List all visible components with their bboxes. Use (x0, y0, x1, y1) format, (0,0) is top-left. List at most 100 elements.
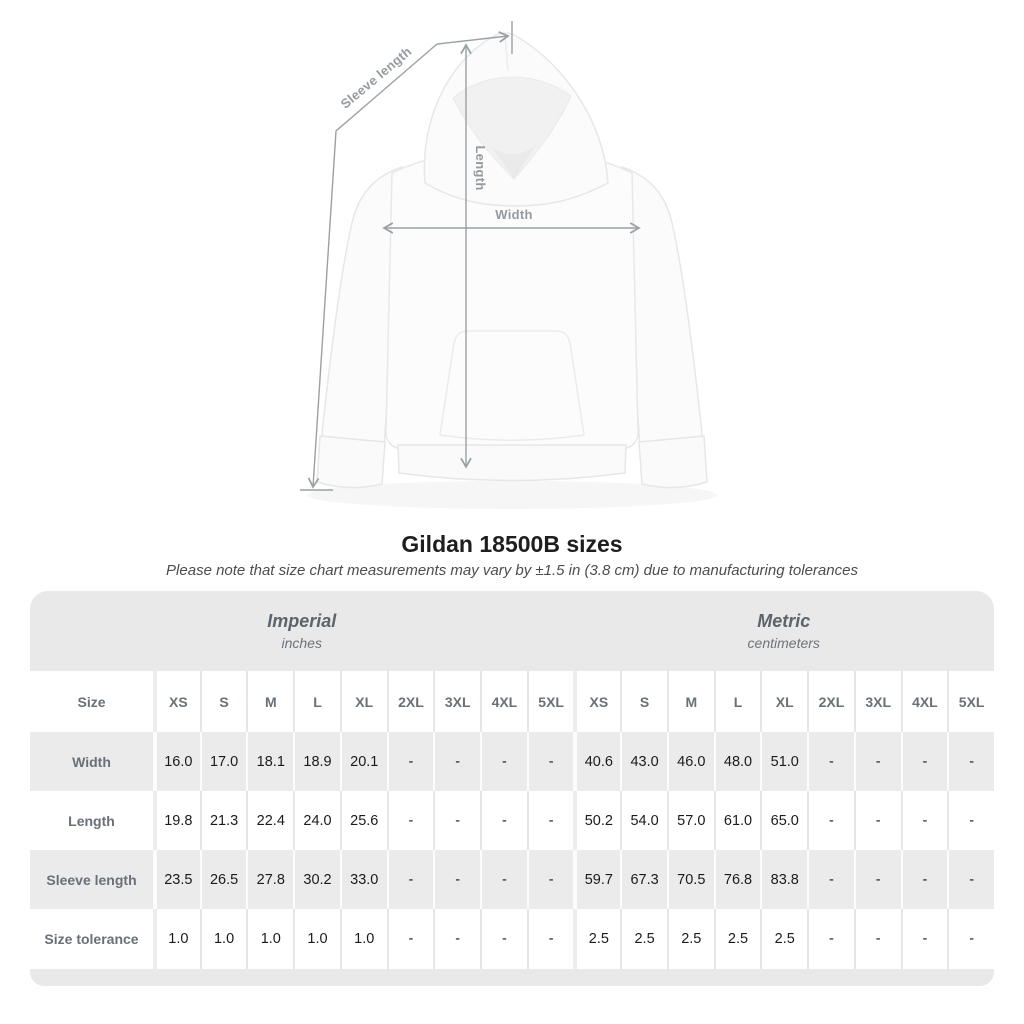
hoodie-right-cuff (638, 435, 708, 489)
table-footer-band (30, 969, 994, 986)
sleeve-length-label: Sleeve length (338, 44, 415, 112)
value-imperial-l: 1.0 (293, 909, 340, 969)
sleeve-length-arrow (307, 31, 510, 489)
size-header-imperial-4xl: 4XL (480, 671, 527, 732)
value-imperial-s: 1.0 (199, 909, 247, 969)
value-imperial-2xl: - (386, 791, 434, 850)
size-header-imperial-2xl: 2XL (386, 671, 434, 732)
value-imperial-3xl: - (433, 791, 481, 850)
value-imperial-2xl: - (386, 909, 434, 969)
value-metric-xs: 59.7 (573, 850, 621, 909)
value-metric-m: 2.5 (666, 909, 714, 969)
value-metric-4xl: - (900, 909, 948, 969)
hoodie-hem-band (397, 444, 627, 482)
hoodie-left-cuff (316, 435, 386, 489)
size-header-imperial-m: M (246, 671, 294, 732)
value-metric-s: 2.5 (620, 909, 667, 969)
value-metric-4xl: - (900, 791, 948, 850)
size-header-imperial-3xl: 3XL (433, 671, 481, 732)
value-metric-3xl: - (853, 791, 901, 850)
metric-group-title: Metric (757, 611, 811, 631)
value-metric-2xl: - (807, 909, 854, 969)
value-imperial-2xl: - (386, 732, 434, 791)
size-header-metric-xl: XL (760, 671, 808, 732)
value-metric-xs: 40.6 (573, 732, 621, 791)
value-imperial-m: 1.0 (246, 909, 294, 969)
value-metric-3xl: - (853, 909, 901, 969)
value-imperial-4xl: - (480, 850, 527, 909)
value-metric-l: 2.5 (713, 909, 761, 969)
page-title: Gildan 18500B sizes (401, 531, 623, 557)
size-header-metric-l: L (713, 671, 761, 732)
size-header-metric-2xl: 2XL (807, 671, 854, 732)
size-header-metric-m: M (666, 671, 714, 732)
value-metric-xs: 50.2 (573, 791, 621, 850)
value-metric-m: 57.0 (666, 791, 714, 850)
size-header-metric-s: S (620, 671, 667, 732)
value-metric-l: 76.8 (713, 850, 761, 909)
size-header-metric-3xl: 3XL (853, 671, 901, 732)
metric-group-sublabel: centimeters (747, 635, 820, 651)
value-imperial-xl: 25.6 (339, 791, 387, 850)
value-imperial-5xl: - (526, 850, 574, 909)
value-metric-xs: 2.5 (573, 909, 621, 969)
width-label: Width (495, 207, 532, 222)
value-metric-xl: 51.0 (760, 732, 808, 791)
value-imperial-5xl: - (526, 909, 574, 969)
value-imperial-l: 18.9 (293, 732, 340, 791)
value-imperial-xl: 33.0 (339, 850, 387, 909)
value-metric-l: 48.0 (713, 732, 761, 791)
size-header-imperial-l: L (293, 671, 340, 732)
tolerance-note: Please note that size chart measurements… (166, 562, 858, 579)
metric-group-header: Metric centimeters (573, 591, 994, 671)
value-imperial-2xl: - (386, 850, 434, 909)
value-imperial-4xl: - (480, 909, 527, 969)
value-metric-5xl: - (947, 850, 994, 909)
imperial-group-header: Imperial inches (30, 591, 574, 671)
value-metric-xl: 2.5 (760, 909, 808, 969)
value-metric-2xl: - (807, 791, 854, 850)
row-label-sleeve-length: Sleeve length (30, 850, 153, 909)
value-metric-5xl: - (947, 732, 994, 791)
value-metric-m: 70.5 (666, 850, 714, 909)
value-metric-2xl: - (807, 732, 854, 791)
value-metric-xl: 83.8 (760, 850, 808, 909)
hoodie-illustration: Sleeve length Length Width (272, 5, 752, 520)
value-imperial-m: 27.8 (246, 850, 294, 909)
length-label: Length (473, 145, 488, 190)
value-metric-2xl: - (807, 850, 854, 909)
value-imperial-5xl: - (526, 732, 574, 791)
value-metric-4xl: - (900, 732, 948, 791)
size-column-header: Size (30, 671, 153, 732)
value-imperial-xs: 19.8 (153, 791, 200, 850)
hoodie-pocket (439, 330, 585, 441)
value-imperial-3xl: - (433, 909, 481, 969)
value-imperial-m: 22.4 (246, 791, 294, 850)
value-metric-s: 43.0 (620, 732, 667, 791)
imperial-group-title: Imperial (267, 611, 337, 631)
value-imperial-s: 17.0 (199, 732, 247, 791)
value-metric-3xl: - (853, 850, 901, 909)
value-imperial-4xl: - (480, 791, 527, 850)
value-metric-5xl: - (947, 909, 994, 969)
value-imperial-xs: 23.5 (153, 850, 200, 909)
value-imperial-s: 26.5 (199, 850, 247, 909)
value-imperial-4xl: - (480, 732, 527, 791)
row-label-width: Width (30, 732, 153, 791)
size-header-imperial-5xl: 5XL (526, 671, 574, 732)
imperial-group-sublabel: inches (281, 635, 322, 651)
value-metric-m: 46.0 (666, 732, 714, 791)
value-imperial-3xl: - (433, 732, 481, 791)
value-metric-3xl: - (853, 732, 901, 791)
value-metric-5xl: - (947, 791, 994, 850)
value-imperial-l: 30.2 (293, 850, 340, 909)
size-header-imperial-xs: XS (153, 671, 200, 732)
value-imperial-5xl: - (526, 791, 574, 850)
value-imperial-3xl: - (433, 850, 481, 909)
row-label-length: Length (30, 791, 153, 850)
size-header-imperial-xl: XL (339, 671, 387, 732)
value-metric-s: 67.3 (620, 850, 667, 909)
value-imperial-xs: 16.0 (153, 732, 200, 791)
row-label-size-tolerance: Size tolerance (30, 909, 153, 969)
